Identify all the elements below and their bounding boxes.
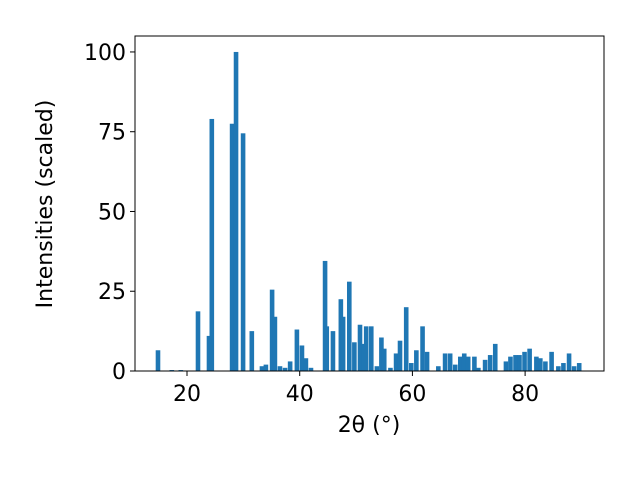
bar: [374, 366, 380, 371]
y-tick-label: 25: [98, 280, 126, 305]
bar: [269, 289, 275, 371]
bar: [240, 133, 246, 371]
bar: [503, 361, 509, 371]
bar: [543, 361, 548, 371]
bar: [363, 326, 369, 371]
bar: [303, 358, 309, 371]
bar: [442, 353, 448, 371]
bar: [357, 324, 363, 371]
bar: [566, 353, 572, 371]
bar: [155, 350, 161, 371]
bar: [556, 366, 561, 371]
bar: [249, 331, 255, 371]
plot-frame: [134, 35, 605, 372]
bar: [277, 366, 283, 371]
bar: [517, 355, 522, 371]
bar: [397, 340, 403, 371]
bar: [487, 355, 493, 371]
bar: [465, 356, 471, 371]
bar: [522, 351, 527, 371]
bar: [538, 358, 543, 371]
x-axis-label: 2θ (°): [338, 413, 401, 438]
x-tick-label: 60: [398, 382, 426, 407]
bar: [263, 364, 269, 371]
bar: [259, 366, 265, 371]
bar: [379, 337, 384, 371]
y-axis-label: Intensities (scaled): [33, 100, 58, 309]
y-tick-label: 0: [112, 360, 126, 385]
bar: [209, 118, 215, 371]
bar: [388, 367, 393, 371]
bar: [324, 326, 330, 371]
bar: [476, 367, 481, 371]
bar: [436, 366, 441, 371]
bar: [403, 307, 409, 371]
bar: [452, 364, 458, 371]
bar: [282, 367, 288, 371]
bar: [294, 329, 300, 371]
bar: [346, 281, 352, 371]
bar: [381, 348, 387, 371]
bar: [492, 343, 498, 371]
bar: [308, 367, 314, 371]
bar: [233, 51, 239, 371]
y-tick-label: 50: [98, 200, 126, 225]
bar: [340, 316, 346, 371]
bar: [352, 342, 357, 371]
bar: [330, 331, 336, 371]
bar: [322, 260, 328, 371]
bar: [549, 351, 554, 371]
bar: [206, 335, 212, 371]
bar: [561, 363, 566, 371]
bar: [447, 353, 453, 371]
bar: [527, 348, 532, 371]
bar: [458, 356, 463, 371]
bar: [534, 356, 539, 371]
x-tick-label: 40: [286, 382, 314, 407]
bar: [393, 353, 399, 371]
bar: [576, 363, 582, 371]
bar: [299, 345, 305, 371]
bar: [229, 123, 235, 371]
bar: [472, 356, 477, 371]
bar: [368, 326, 374, 371]
x-tick-label: 20: [173, 382, 201, 407]
bar: [461, 353, 467, 371]
bar: [272, 316, 278, 371]
y-tick-label: 100: [84, 41, 126, 66]
bar: [508, 356, 513, 371]
bar: [424, 351, 430, 371]
bar: [195, 311, 201, 371]
bar: [482, 359, 488, 371]
bar: [420, 326, 425, 371]
x-tick-label: 80: [511, 382, 539, 407]
bar: [408, 363, 414, 371]
y-tick-label: 75: [98, 121, 126, 146]
bar: [513, 355, 518, 371]
bar: [571, 366, 577, 371]
bar: [414, 350, 419, 371]
bar: [287, 361, 293, 371]
